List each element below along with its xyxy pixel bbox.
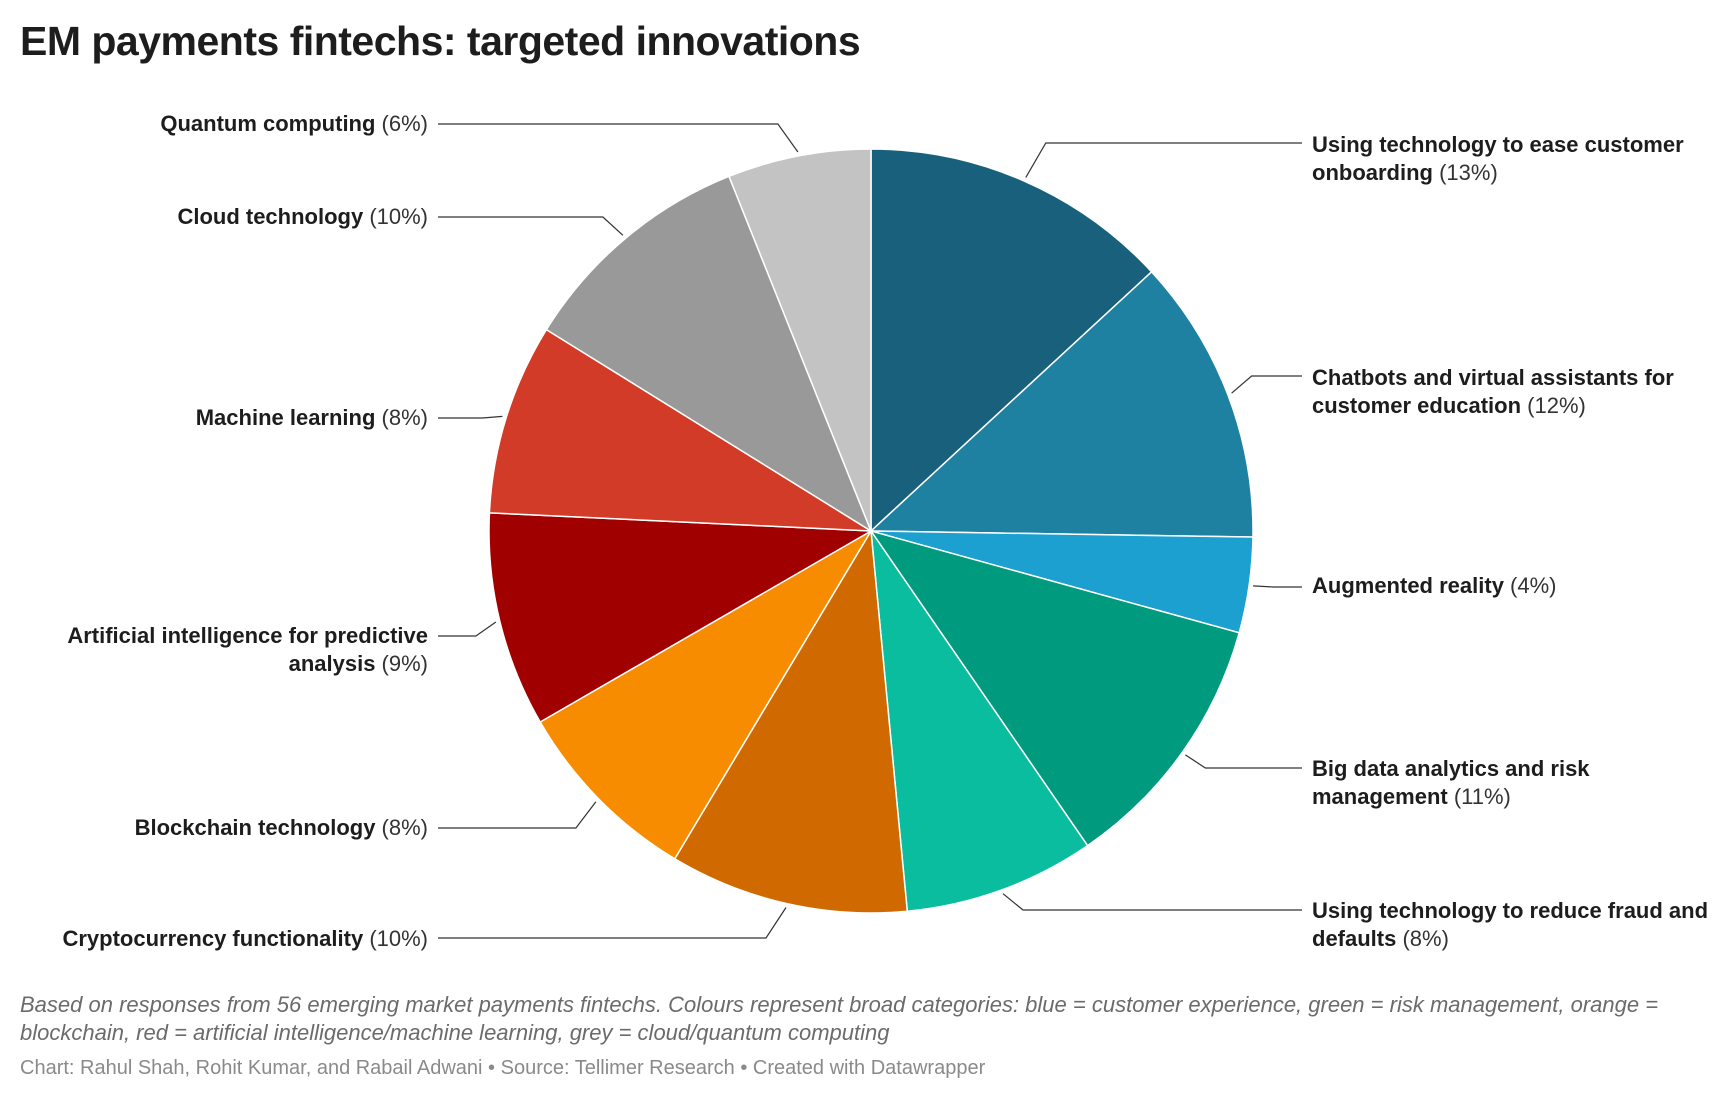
slice-value-10: (6%) (375, 111, 428, 136)
slice-label-10: Quantum computing (6%) (160, 111, 428, 136)
leader-line-3 (1185, 754, 1302, 769)
pie-slice-3[interactable] (869, 529, 1241, 847)
slice-value-3: (11%) (1447, 784, 1511, 809)
slice-value-5: (10%) (363, 926, 428, 951)
slice-label-1: Chatbots and virtual assistants for custo… (1312, 365, 1674, 418)
slice-label-0: Using technology to ease customer onboard… (1312, 132, 1684, 185)
chart-title: EM payments fintechs: targeted innovatio… (20, 18, 861, 64)
slice-label-2: Augmented reality (4%) (1312, 573, 1557, 598)
slice-label-4: Using technology to reduce fraud and defa… (1312, 898, 1709, 951)
pie-slice-6[interactable] (539, 528, 874, 860)
pie-slice-7[interactable] (488, 512, 874, 724)
leader-line-9 (438, 216, 624, 236)
leader-line-5 (438, 907, 787, 939)
slice-label-6: Blockchain technology (8%) (134, 815, 428, 840)
leader-line-6 (438, 801, 597, 829)
leader-line-4 (1002, 893, 1302, 911)
slice-value-9: (10%) (363, 204, 428, 229)
slice-value-1: (12%) (1521, 393, 1586, 418)
slice-value-6: (8%) (375, 815, 428, 840)
pie-slice-10[interactable] (728, 148, 872, 532)
chart-byline: Chart: Rahul Shah, Rohit Kumar, and Raba… (20, 1057, 986, 1079)
slice-value-7: (9%) (375, 651, 428, 676)
leader-line-7 (438, 621, 497, 637)
slice-label-3: Big data analytics and risk management (1… (1312, 756, 1590, 809)
leader-line-0 (1025, 142, 1302, 178)
pie-slice-0[interactable] (870, 148, 1153, 533)
slice-value-0: (13%) (1432, 160, 1498, 185)
pie-slice-5[interactable] (673, 528, 909, 914)
slice-label-9: Cloud technology (10%) (177, 204, 428, 229)
leader-line-1 (1231, 375, 1302, 394)
slice-value-8: (8%) (375, 405, 428, 430)
pie-slice-8[interactable] (488, 328, 874, 532)
pie-slice-9[interactable] (545, 175, 873, 533)
slice-label-7: Artificial intelligence for predictive an… (67, 623, 428, 676)
pie-chart (438, 123, 1302, 939)
pie-slice-1[interactable] (869, 270, 1254, 538)
leader-line-8 (438, 415, 503, 419)
slice-value-2: (4%) (1503, 573, 1557, 598)
slice-label-8: Machine learning (8%) (195, 405, 428, 430)
slice-label-5: Cryptocurrency functionality (10%) (62, 926, 428, 951)
leader-line-10 (438, 123, 799, 153)
leader-line-2 (1253, 585, 1302, 588)
slice-value-4: (8%) (1396, 926, 1449, 951)
chart-notes: Based on responses from 56 emerging mark… (20, 992, 1659, 1045)
pie-slice-4[interactable] (869, 528, 1089, 913)
